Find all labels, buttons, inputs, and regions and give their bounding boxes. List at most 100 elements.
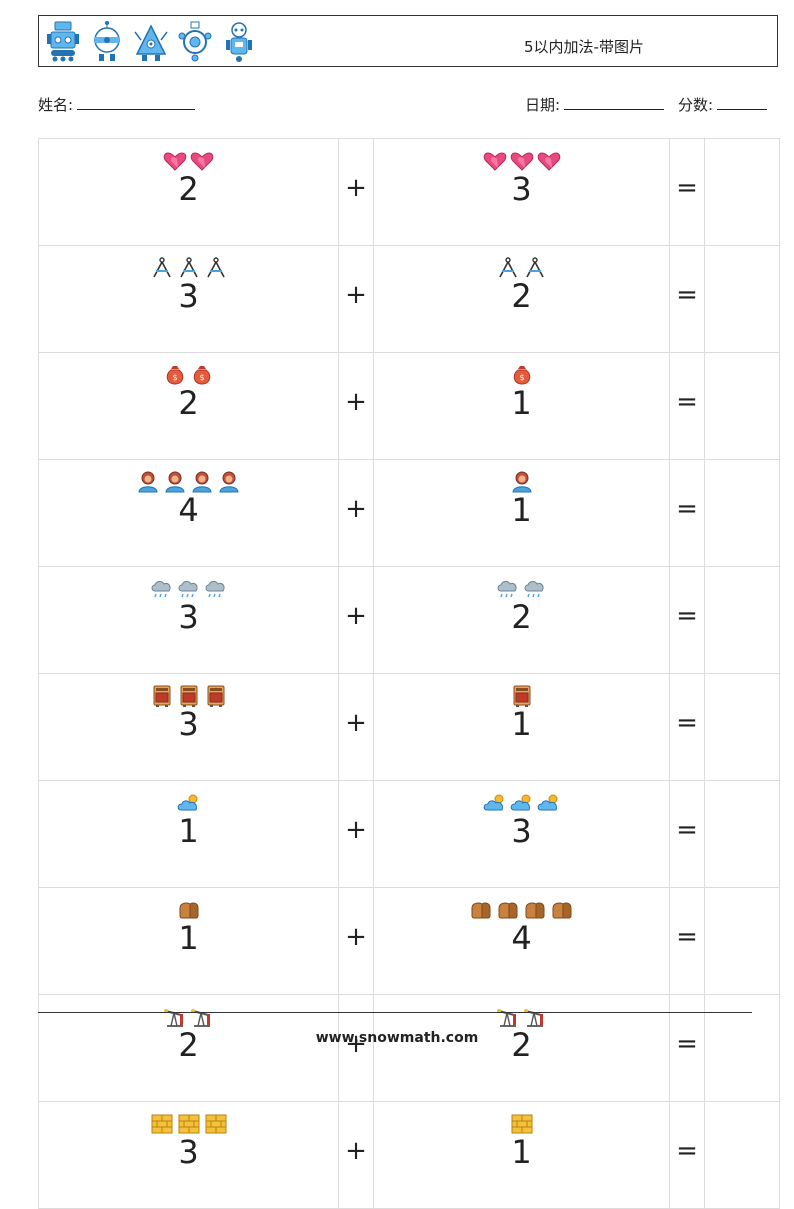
heart-icon	[190, 152, 214, 171]
heart-icon	[163, 152, 187, 171]
svg-text:$: $	[199, 373, 204, 382]
date-field: 日期:	[525, 94, 665, 115]
answer-cell[interactable]	[704, 780, 780, 888]
equals-sign: =	[669, 566, 705, 674]
addend-a-cell: 2	[38, 994, 339, 1102]
equals-sign: =	[669, 138, 705, 246]
addend-b: 1	[511, 705, 532, 743]
plus-sign: +	[338, 673, 374, 781]
addend-a-icons	[39, 684, 338, 710]
addend-a: 2	[178, 170, 199, 208]
person-icon	[165, 471, 185, 493]
plus-sign: +	[338, 566, 374, 674]
addend-b-icons	[374, 149, 669, 175]
equals-sign: =	[669, 352, 705, 460]
addend-b-icons	[374, 684, 669, 710]
raincloud-icon	[178, 581, 198, 598]
worksheet-title: 5以内加法-带图片	[524, 38, 644, 56]
addend-b-cell: 2	[373, 994, 670, 1102]
addend-a-icons	[39, 791, 338, 817]
addend-a-cell: 3	[38, 245, 339, 353]
problem-row: 3 +1 =	[38, 1101, 780, 1209]
equals-sign: =	[669, 459, 705, 567]
plus-sign: +	[338, 887, 374, 995]
answer-cell[interactable]	[704, 673, 780, 781]
problem-row: 2 +2 =	[38, 994, 780, 1102]
addend-b: 3	[511, 170, 532, 208]
brick-icon	[178, 1114, 199, 1134]
answer-cell[interactable]	[704, 245, 780, 353]
sunnycloud-icon	[177, 794, 197, 811]
addend-b-cell: 2	[373, 245, 670, 353]
addend-a: 2	[178, 384, 199, 422]
oilpump-icon	[497, 1009, 516, 1027]
addend-b: 3	[511, 812, 532, 850]
bread-icon	[498, 902, 518, 919]
robot-5-icon	[226, 22, 252, 62]
score-label: 分数:	[678, 96, 714, 114]
addend-b-icons: $	[374, 363, 669, 389]
brick-icon	[151, 1114, 172, 1134]
answer-cell[interactable]	[704, 566, 780, 674]
equals-sign: =	[669, 245, 705, 353]
person-icon	[511, 471, 532, 493]
date-blank[interactable]	[564, 95, 665, 110]
compass-icon	[526, 257, 544, 278]
answer-cell[interactable]	[704, 887, 780, 995]
compass-icon	[152, 257, 171, 278]
addend-b-icons	[374, 1005, 669, 1031]
addend-b-cell: 3	[373, 780, 670, 888]
answer-cell[interactable]	[704, 459, 780, 567]
addend-b-cell: 1	[373, 673, 670, 781]
name-blank[interactable]	[77, 95, 196, 110]
compass-icon	[499, 257, 517, 278]
answer-cell[interactable]	[704, 138, 780, 246]
addend-b: 2	[511, 277, 532, 315]
addend-a-icons	[39, 1005, 338, 1031]
addend-b-cell: 1	[373, 1101, 670, 1209]
addend-a-cell: 1	[38, 780, 339, 888]
sunnycloud-icon	[483, 794, 503, 811]
problem-row: 3 +2 =	[38, 566, 780, 674]
heart-icon	[483, 152, 506, 171]
raincloud-icon	[205, 581, 225, 598]
plus-sign: +	[338, 994, 374, 1102]
plus-sign: +	[338, 459, 374, 567]
problem-row: 1 +3 =	[38, 780, 780, 888]
equals-sign: =	[669, 673, 705, 781]
footer-url: www.snowmath.com	[315, 1030, 479, 1046]
oilpump-icon	[191, 1009, 210, 1027]
bread-icon	[179, 902, 198, 919]
problem-row: 1 +4 =	[38, 887, 780, 995]
heart-icon	[537, 152, 560, 171]
addend-a-cell: 4	[38, 459, 339, 567]
addend-b-icons	[374, 898, 669, 924]
answer-cell[interactable]	[704, 1101, 780, 1209]
answer-cell[interactable]	[704, 994, 780, 1102]
addend-b-cell: 1	[373, 459, 670, 567]
addend-b-cell: 3	[373, 138, 670, 246]
person-icon	[192, 471, 212, 493]
plus-sign: +	[338, 138, 374, 246]
equals-sign: =	[669, 780, 705, 888]
addend-a: 1	[178, 812, 199, 850]
addend-a-icons	[39, 577, 338, 603]
compass-icon	[206, 257, 225, 278]
moneybag-icon: $	[513, 366, 530, 385]
addend-b-icons	[374, 256, 669, 282]
robot-2-icon	[94, 21, 120, 61]
raincloud-icon	[524, 581, 544, 598]
answer-cell[interactable]	[704, 352, 780, 460]
addend-a: 3	[178, 598, 199, 636]
addend-a-cell: 3	[38, 1101, 339, 1209]
robot-1-icon	[47, 21, 79, 62]
addend-b: 4	[511, 919, 532, 957]
bread-icon	[552, 902, 572, 919]
bread-icon	[471, 902, 491, 919]
score-blank[interactable]	[717, 95, 768, 110]
plus-sign: +	[338, 352, 374, 460]
sunnycloud-icon	[510, 794, 530, 811]
addend-a: 4	[178, 491, 199, 529]
addend-b: 2	[511, 598, 532, 636]
problem-row: 3 +2 =	[38, 245, 780, 353]
